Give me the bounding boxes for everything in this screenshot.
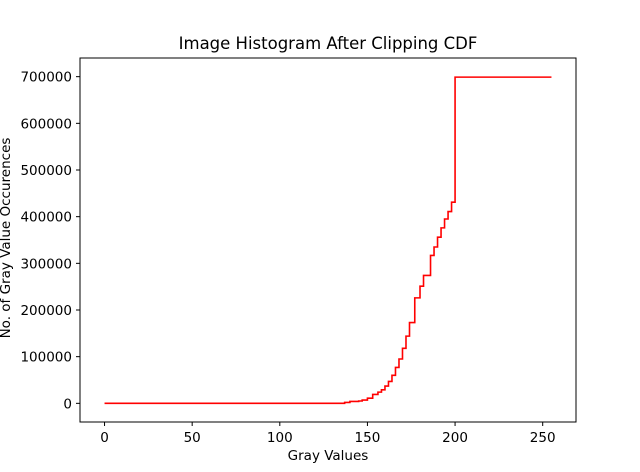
y-tick-label: 500000 [20, 163, 72, 179]
x-axis: 0 50 100 150 200 250 [100, 422, 556, 446]
y-axis: 0 100000 200000 300000 400000 500000 600000 700… [20, 70, 80, 412]
x-tick-label: 250 [530, 430, 556, 446]
x-tick-label: 50 [184, 430, 201, 446]
y-tick-label: 300000 [20, 256, 72, 272]
y-axis-label: No. of Gray Value Occurences [0, 138, 14, 339]
x-tick-label: 0 [100, 430, 109, 446]
y-tick-label: 700000 [20, 70, 72, 86]
series-line-0 [104, 76, 552, 405]
x-tick-label: 200 [442, 430, 468, 446]
plot-area [79, 57, 577, 423]
chart-title: Image Histogram After Clipping CDF [179, 34, 478, 53]
y-tick-label: 100000 [20, 350, 72, 366]
x-tick-label: 150 [355, 430, 381, 446]
plot-frame [79, 57, 577, 423]
y-tick-label: 400000 [20, 210, 72, 226]
y-tick-label: 200000 [20, 303, 72, 319]
x-axis-label: Gray Values [288, 448, 369, 464]
y-tick-label: 600000 [20, 116, 72, 132]
x-tick-label: 100 [267, 430, 293, 446]
y-tick-label: 0 [63, 396, 72, 412]
